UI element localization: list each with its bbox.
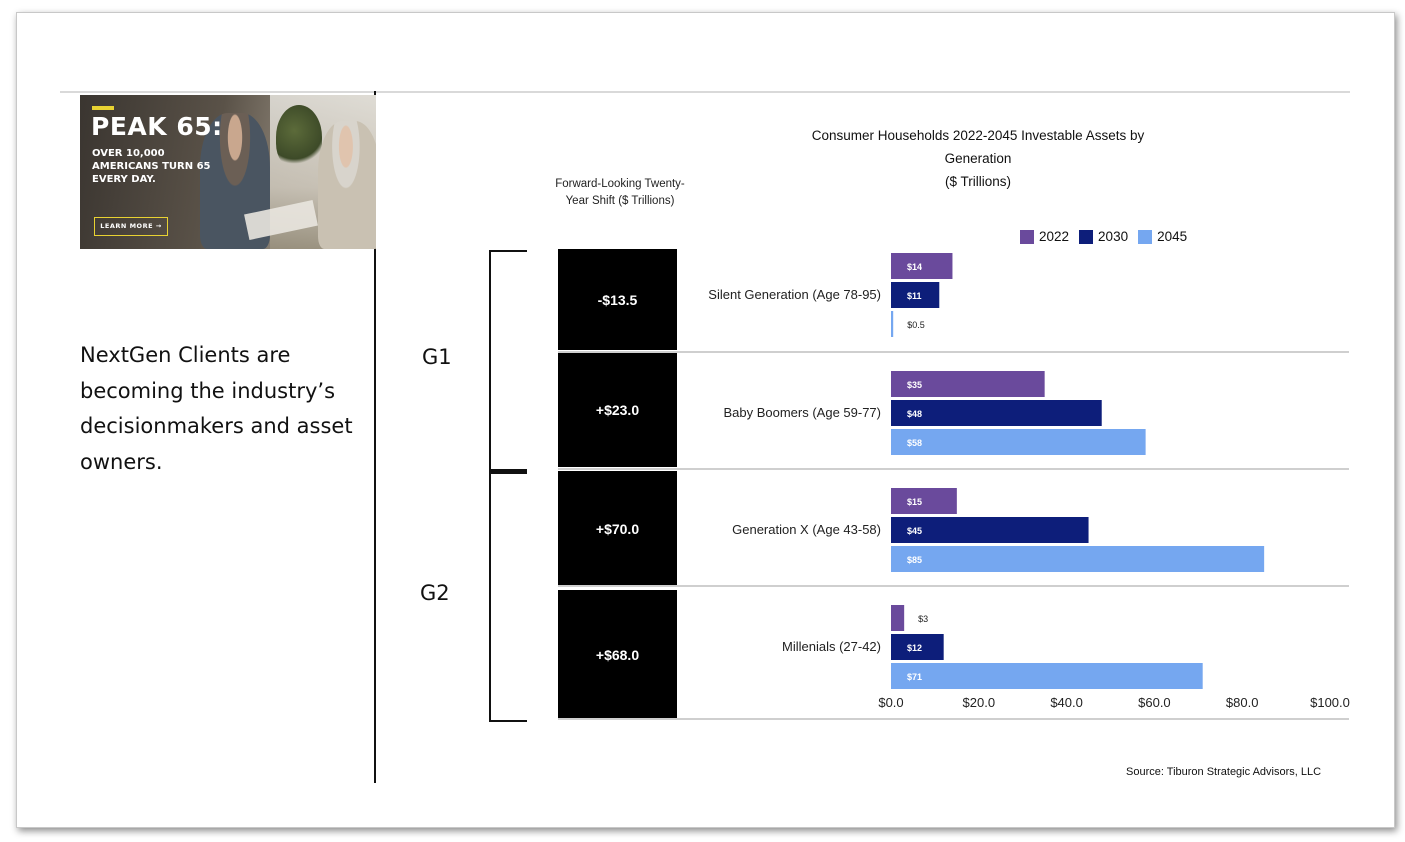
x-tick-label: $60.0 bbox=[1138, 695, 1171, 710]
shift-box-millenials: +$68.0 bbox=[558, 590, 677, 719]
promo-photo-woman bbox=[318, 121, 376, 249]
shift-box-silent: -$13.5 bbox=[558, 249, 677, 350]
bar-2045 bbox=[891, 546, 1265, 572]
category-label: Generation X (Age 43-58) bbox=[732, 522, 881, 537]
legend-label-2045: 2045 bbox=[1157, 229, 1188, 244]
vertical-divider bbox=[374, 91, 376, 783]
legend-item-2030: 2030 bbox=[1079, 229, 1128, 244]
x-tick-label: $40.0 bbox=[1050, 695, 1083, 710]
legend-label-2022: 2022 bbox=[1039, 229, 1070, 244]
learn-more-button[interactable]: LEARN MORE → bbox=[94, 217, 168, 236]
category-label: Millenials (27-42) bbox=[782, 639, 881, 654]
source-note: Source: Tiburon Strategic Advisors, LLC bbox=[1126, 766, 1322, 778]
shift-box-boomers: +$23.0 bbox=[558, 353, 677, 467]
x-tick-label: $100.0 bbox=[1310, 695, 1350, 710]
data-label: $3 bbox=[918, 614, 928, 624]
legend-label-2030: 2030 bbox=[1098, 229, 1129, 244]
legend-swatch-2045 bbox=[1138, 229, 1153, 244]
bracket-g2 bbox=[489, 470, 527, 722]
bar-2030 bbox=[891, 282, 940, 308]
data-label: $85 bbox=[907, 555, 922, 565]
bar-2022 bbox=[891, 253, 953, 279]
chart-legend: 2022 2030 2045 bbox=[1020, 229, 1187, 244]
data-label: $11 bbox=[907, 291, 922, 301]
body-text: NextGen Clients are becoming the industr… bbox=[80, 343, 353, 474]
promo-subline: OVER 10,000 AMERICANS TURN 65 EVERY DAY. bbox=[92, 148, 211, 185]
bracket-divider bbox=[489, 469, 527, 471]
data-label: $45 bbox=[907, 526, 922, 536]
data-label: $58 bbox=[907, 438, 922, 448]
bar-2045 bbox=[891, 663, 1203, 689]
x-tick-label: $80.0 bbox=[1226, 695, 1259, 710]
category-label: Baby Boomers (Age 59-77) bbox=[723, 405, 881, 420]
bar-2022 bbox=[891, 371, 1045, 397]
group-label-g2: G2 bbox=[420, 581, 450, 605]
shift-column-header: Forward-Looking Twenty-Year Shift ($ Tri… bbox=[555, 178, 685, 207]
chart-title-line-3: ($ Trillions) bbox=[944, 174, 1011, 189]
data-label: $15 bbox=[907, 497, 922, 507]
bar-2022 bbox=[891, 488, 957, 514]
bar-2045 bbox=[891, 429, 1146, 455]
data-label: $48 bbox=[907, 409, 922, 419]
legend-item-2045: 2045 bbox=[1138, 229, 1187, 244]
promo-accent-bar bbox=[92, 106, 114, 110]
legend-swatch-2022 bbox=[1020, 229, 1034, 244]
bar-2030 bbox=[891, 634, 944, 660]
peak-65-promo-banner[interactable]: PEAK 65: OVER 10,000 AMERICANS TURN 65 E… bbox=[80, 95, 376, 249]
data-label: $71 bbox=[907, 672, 922, 682]
data-label: $35 bbox=[907, 380, 922, 390]
shift-box-genx: +$70.0 bbox=[558, 471, 677, 586]
data-label: $14 bbox=[907, 262, 922, 272]
data-label: $12 bbox=[907, 643, 922, 653]
x-tick-label: $20.0 bbox=[963, 695, 996, 710]
chart-title-line-2: Generation bbox=[944, 151, 1012, 166]
chart-title: Consumer Households 2022-2045 Investable… bbox=[780, 124, 1176, 193]
promo-headline: PEAK 65: bbox=[91, 112, 223, 141]
legend-swatch-2030 bbox=[1079, 229, 1094, 244]
chart-title-line-1: Consumer Households 2022-2045 Investable… bbox=[811, 128, 1145, 143]
bar-2030 bbox=[891, 517, 1089, 543]
x-tick-label: $0.0 bbox=[878, 695, 903, 710]
group-label-g1: G1 bbox=[422, 345, 452, 369]
promo-photo-plant bbox=[276, 105, 322, 169]
top-rule bbox=[60, 91, 1350, 93]
data-label: $0.5 bbox=[907, 320, 925, 330]
bar-2045 bbox=[891, 311, 894, 337]
legend-item-2022: 2022 bbox=[1020, 229, 1069, 244]
category-label: Silent Generation (Age 78-95) bbox=[708, 287, 881, 302]
bracket-g1 bbox=[489, 250, 527, 474]
bar-2022 bbox=[891, 605, 905, 631]
bar-2030 bbox=[891, 400, 1102, 426]
